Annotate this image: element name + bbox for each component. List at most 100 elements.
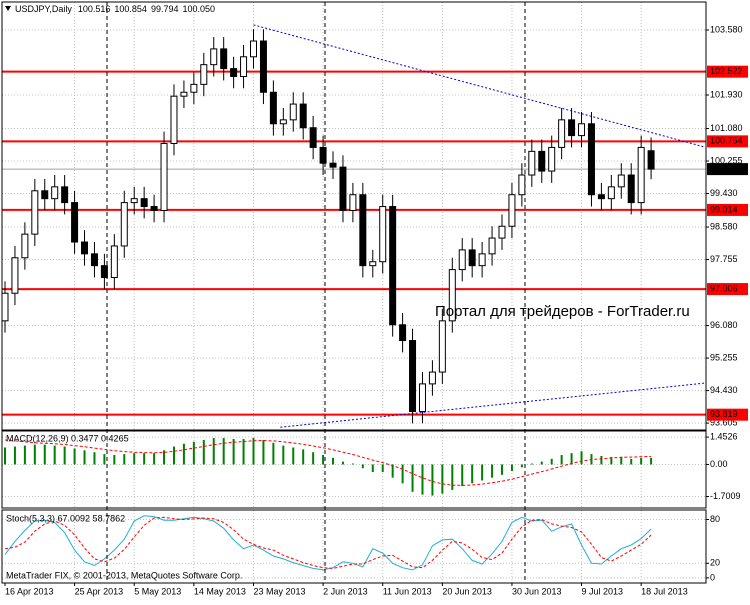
macd-bar [520,464,523,468]
y-tick-label: 100.255 [710,155,743,165]
x-tick-label: 11 Jun 2013 [383,586,432,596]
macd-bar [381,464,384,472]
candle-body [359,194,367,267]
candle-body [538,150,546,172]
candle-body [637,146,645,204]
level-label: 93.819 [710,409,738,419]
macd-bar [540,461,543,465]
candle-body [220,48,228,70]
macd-bar [481,464,484,481]
candle-body [110,245,118,278]
macd-bar [560,455,563,465]
symbol-icon [5,6,11,11]
x-tick-label: 14 May 2013 [194,586,246,596]
x-tick-label: 30 Jun 2013 [512,586,562,596]
macd-bar [222,438,225,465]
macd-bar [53,445,56,465]
x-tick-label: 23 May 2013 [254,586,306,596]
macd-bar [292,447,295,465]
candle-body [448,269,456,322]
macd-bar [431,464,434,496]
macd-bar [143,453,146,465]
macd-bar [491,464,494,478]
candle-body [528,150,536,176]
macd-bar [610,456,613,465]
x-tick-label: 2 Jun 2013 [323,586,368,596]
macd-bar [461,464,464,487]
macd-bar [302,449,305,465]
macd-bar [322,455,325,465]
candle-body [458,249,466,271]
candle-body [309,127,317,148]
macd-bar [123,454,126,465]
macd-bar [332,457,335,465]
level-label-bg [707,203,748,216]
panel-stoch [4,515,652,571]
candle-body [190,83,198,93]
candle-body [259,40,267,93]
macd-bar [361,464,364,469]
labels-layer: 103.580 101.930 101.080 100.255 99.430 98.580… [4,24,748,596]
candle-body [230,68,238,77]
macd-bar [640,457,643,465]
macd-title: MACD(12,26,9) 0.3477 0.4265 [6,433,129,443]
header-low: 99.794 [151,4,179,14]
trendline [280,382,705,428]
candle-body [418,383,426,412]
candle-body [478,253,486,267]
trendline [253,24,705,148]
panel-macd [4,438,653,496]
level-label: 97.006 [710,283,738,293]
macd-bar [451,464,454,490]
grid-layer [2,2,706,583]
candle-body [438,320,446,373]
candle-body [200,64,208,85]
macd-bar [252,438,255,465]
y-tick-label: 94.430 [710,385,738,395]
y-tick-label: 103.580 [710,24,743,34]
candle-body [508,194,516,227]
macd-bar [401,464,404,484]
candle-body [518,174,526,196]
macd-bar [83,450,86,465]
stoch-signal-line [4,516,652,569]
candle-body [240,56,248,77]
macd-bar [272,442,275,465]
x-tick-label: 18 Jul 2013 [641,586,688,596]
macd-bar [103,454,106,465]
macd-bar [153,453,156,465]
candle-body [51,186,59,200]
level-label: 100.754 [710,136,743,146]
macd-bar [212,438,215,465]
candle-body [498,225,506,239]
stoch-main-line [4,515,652,571]
macd-bar [172,446,175,465]
candle-body [319,146,327,164]
candle-body [389,206,397,326]
macd-bar [13,446,16,465]
candle-body [369,261,377,267]
candle-body [210,48,218,66]
candle-body [468,249,476,267]
macd-bar [23,445,26,465]
level-label-bg [707,65,748,78]
candle-body [71,202,79,243]
candle-body [578,123,586,137]
y-tick-label: 20 [710,558,720,568]
candle-body [289,103,297,121]
candle-body [339,166,347,211]
macd-bar [242,439,245,465]
macd-bar [133,453,136,465]
macd-frame [1,430,707,509]
candle-body [150,206,158,211]
candle-body [170,95,178,144]
copyright: MetaTrader FIX, © 2001-2013, MetaQuotes … [6,570,242,580]
candle-body [379,206,387,263]
candle-body [558,119,566,148]
candle-body [2,292,9,322]
watermark: Портал для трейдеров - ForTrader.ru [435,303,690,320]
candle-body [597,194,605,200]
candle-body [299,103,307,129]
macd-bar [33,444,36,465]
